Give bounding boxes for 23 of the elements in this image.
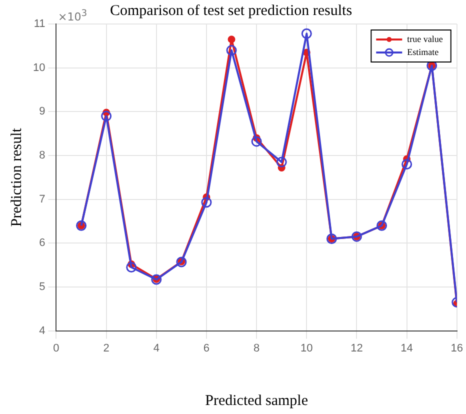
x-tick-label: 10: [300, 342, 313, 354]
legend-label: true value: [407, 34, 443, 44]
y-tick-label: 6: [39, 237, 46, 250]
x-tick-label: 12: [350, 342, 363, 354]
chart-title: Comparison of test set prediction results: [110, 2, 352, 19]
y-tick-label: 11: [34, 18, 46, 30]
x-tick-label: 2: [103, 342, 110, 354]
legend-label: Estimate: [407, 46, 439, 57]
y-tick-label: 7: [39, 193, 46, 206]
y-tick-label: 8: [39, 150, 46, 162]
y-tick-label: 9: [39, 106, 46, 118]
x-tick-label: 6: [203, 342, 210, 354]
x-tick-label: 8: [253, 342, 260, 354]
x-tick-label: 16: [450, 342, 464, 354]
x-tick-label: 0: [53, 342, 60, 354]
y-tick-label: 10: [32, 62, 46, 74]
x-tick-label: 14: [400, 342, 413, 354]
x-tick-label: 4: [153, 342, 160, 354]
y-axis-title: Prediction result: [8, 127, 25, 227]
x-axis-title: Predicted sample: [205, 392, 308, 409]
y-tick-label: 4: [39, 324, 46, 337]
text: ×10$^{3}$: [58, 8, 88, 24]
y-tick-label: 5: [39, 281, 46, 294]
